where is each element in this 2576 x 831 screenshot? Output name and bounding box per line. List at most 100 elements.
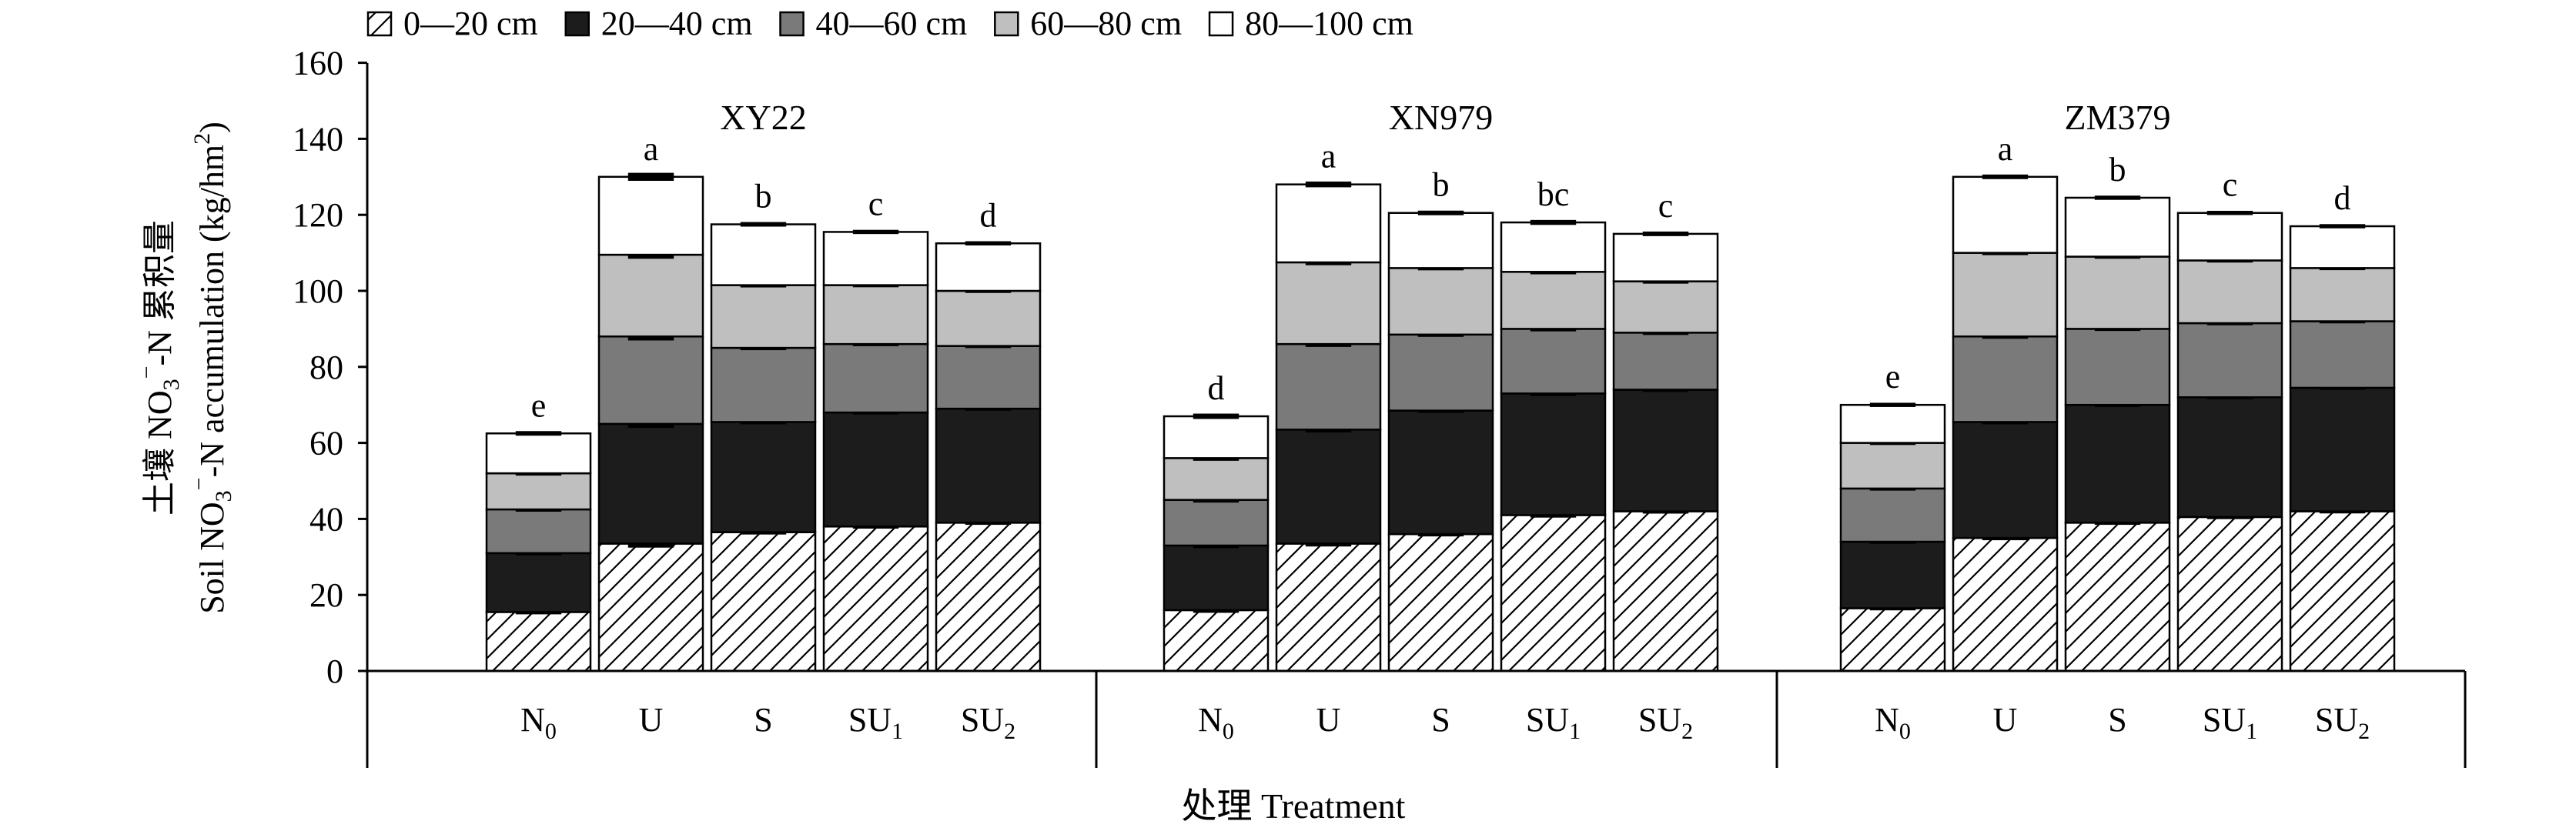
y-tick-label: 0 [326,652,343,690]
bar-segment [1500,328,1607,395]
error-bar [1305,181,1352,188]
bar-segment [1387,212,1494,269]
significance-letter: c [2223,166,2238,204]
significance-letter: d [2334,179,2351,217]
bar-segment [1952,421,2059,539]
legend-item: 20—40 cm [564,5,753,42]
significance-letter: a [1321,138,1337,175]
bar-segment [485,508,592,555]
significance-letter: b [1433,166,1450,204]
y-tick-label: 160 [293,45,343,82]
bar-segment [2176,322,2283,399]
bar-segment [1275,261,1382,345]
stacked-bar: a [597,130,704,672]
significance-letter: b [755,178,772,215]
legend-label: 60—80 cm [1030,5,1182,42]
legend-item: 80—100 cm [1208,5,1413,42]
bar-segment [1163,457,1270,501]
stacked-bar: c [822,185,929,672]
y-tick-label: 120 [293,196,343,234]
category-label: SU2 [961,701,1015,744]
bar-segment [710,284,817,349]
bar-segment [1275,183,1382,264]
significance-letter: d [980,196,997,234]
bar-segment [935,522,1042,672]
category-label: S [754,701,772,739]
bar-segment [1839,442,1946,490]
bar-segment [2289,320,2396,389]
y-tick-label: 140 [293,120,343,158]
error-bar [1642,231,1689,236]
bar-segment [1275,542,1382,672]
bar-segment [1952,252,2059,338]
legend-label: 20—40 cm [601,5,753,42]
bar-segment [1612,510,1719,672]
significance-letter: d [1208,369,1225,407]
significance-letter: c [868,185,884,222]
error-bar [1417,210,1464,215]
group-title: ZM379 [2065,98,2171,137]
bar-segment [597,175,704,256]
error-bar [2319,224,2366,229]
bar-segment [822,342,929,414]
bar-segment [597,542,704,672]
group-title: XY22 [720,98,806,137]
bar-segment [1500,392,1607,516]
stacked-bar: c [2176,166,2283,672]
stacked-bar: b [2064,151,2171,672]
legend-swatch [994,11,1019,37]
error-bar [965,241,1012,245]
bar-segment [1163,499,1270,547]
bar-segment [935,345,1042,410]
bar-segment [2064,522,2171,672]
bar-segment [597,335,704,426]
y-tick-label: 20 [309,576,343,614]
bar-group: ZM379 e N0 a Ub Sc SU1 d SU2 [1839,98,2396,744]
legend-item: 60—80 cm [994,5,1182,42]
error-bar [627,172,674,182]
stacked-bar: c [1612,187,1719,672]
stacked-bar: bc [1500,175,1607,672]
category-label: SU2 [2315,701,2370,744]
bar-segment [1839,487,1946,543]
significance-letter: e [1885,358,1901,395]
bar-segment [2176,212,2283,262]
stacked-bar: b [1387,166,1494,672]
group-title: XN979 [1389,98,1493,137]
stacked-bar: b [710,178,817,672]
legend: 0—20 cm 20—40 cm 40—60 cm 60—80 cm 80—100 cm [366,5,1413,42]
bar-segment [2064,255,2171,330]
error-bar [1982,174,2029,179]
significance-letter: a [1998,130,2013,168]
x-axis [366,669,2467,768]
bar-segment [1612,232,1719,282]
bar-segment [597,422,704,545]
bar-segment [485,611,592,672]
bar-segment [1163,415,1270,459]
bar-segment [1500,514,1607,672]
y-axis-label: 土壤 NO3−-N 累积量 Soil NO3−-N accumulation (… [134,122,236,614]
y-axis-label-en: Soil NO3−-N accumulation (kg/hm2) [186,122,236,614]
bar-segment [710,531,817,672]
legend-label: 40—60 cm [816,5,968,42]
y-tick-label: 80 [309,349,343,386]
bar-segment [2289,386,2396,512]
bar-segment [1500,221,1607,273]
bar-segment [1500,271,1607,330]
bar-segment [1163,544,1270,612]
category-label: SU2 [1638,701,1693,744]
error-bar [1869,402,1916,407]
bar-segment [1387,267,1494,336]
legend-swatch [779,11,805,37]
y-tick-label: 60 [309,425,343,462]
bar-segment [1839,403,1946,444]
bar-segment [1952,536,2059,672]
bar-segment [1952,175,2059,254]
legend-swatch [1208,11,1234,37]
bar-segment [935,407,1042,524]
bar-segment [2176,259,2283,325]
category-label: SU1 [848,701,903,744]
bar-segment [1839,607,1946,672]
bar-segment [2176,516,2283,672]
